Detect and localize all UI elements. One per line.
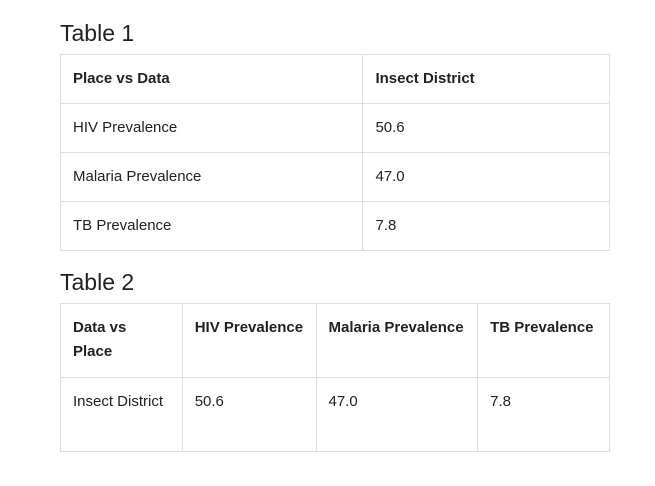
table1-header-cell: Insect District xyxy=(362,54,610,104)
table1: Place vs Data Insect District HIV Preval… xyxy=(59,54,610,251)
table1-caption: Table 1 xyxy=(60,20,135,46)
table2-header-row: Data vs Place HIV Prevalence Malaria Pre… xyxy=(60,303,610,378)
document-body: Table 1 Place vs Data Insect District HI… xyxy=(59,18,610,452)
table2-cell: 50.6 xyxy=(181,377,317,452)
table1-cell: Malaria Prevalence xyxy=(59,152,364,202)
table2-caption: Table 2 xyxy=(60,269,135,295)
table1-cell: 47.0 xyxy=(362,152,610,202)
table1-cell: 50.6 xyxy=(362,103,610,153)
table1-cell: TB Prevalence xyxy=(59,201,364,251)
table1-header-cell: Place vs Data xyxy=(59,54,364,104)
table-row: TB Prevalence 7.8 xyxy=(59,201,610,251)
table2: Data vs Place HIV Prevalence Malaria Pre… xyxy=(60,303,610,452)
table2-cell: 47.0 xyxy=(315,377,479,452)
table1-cell: HIV Prevalence xyxy=(59,103,364,153)
table-row: HIV Prevalence 50.6 xyxy=(59,103,610,153)
table-row: Malaria Prevalence 47.0 xyxy=(59,152,610,202)
table1-header-row: Place vs Data Insect District xyxy=(59,54,610,104)
table-row: Insect District 50.6 47.0 7.8 xyxy=(60,377,610,452)
table2-header-cell: Malaria Prevalence xyxy=(315,303,479,378)
table2-header-cell: TB Prevalence xyxy=(477,303,610,378)
table2-header-cell: Data vs Place xyxy=(60,303,183,378)
table1-cell: 7.8 xyxy=(362,201,610,251)
table2-cell: 7.8 xyxy=(477,377,610,452)
table2-header-cell: HIV Prevalence xyxy=(181,303,317,378)
table2-cell: Insect District xyxy=(60,377,183,452)
